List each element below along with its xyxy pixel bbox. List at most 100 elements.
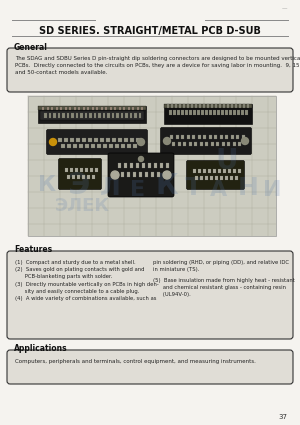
FancyBboxPatch shape [58,159,101,190]
Bar [210,176,212,179]
Bar [191,104,193,108]
Circle shape [137,139,145,145]
Bar [181,110,184,115]
Bar [128,107,130,110]
Bar [232,142,236,146]
Bar [185,110,188,115]
Bar [69,107,71,110]
Bar [242,135,244,139]
Bar [70,138,74,142]
Bar [198,169,200,173]
Bar [85,168,88,172]
Bar [136,138,140,142]
Bar [183,142,186,146]
Text: ЭЛЕК: ЭЛЕК [55,197,110,215]
Bar [118,107,121,110]
Bar [208,135,211,139]
Bar [209,110,212,115]
Bar [121,113,123,118]
Circle shape [164,138,170,145]
Bar [73,144,76,148]
Bar [205,110,208,115]
Circle shape [163,171,171,179]
Bar [200,142,202,146]
Bar [67,144,70,148]
Bar [82,175,85,178]
Bar [236,135,239,139]
Bar [199,104,201,108]
Bar [134,113,136,118]
Bar [53,113,56,118]
Bar [28,96,276,236]
Bar [82,138,85,142]
Bar [80,113,83,118]
Bar [71,113,74,118]
Bar [61,144,64,148]
Bar [179,104,181,108]
Text: Features: Features [14,245,52,254]
Text: Applications: Applications [14,344,68,353]
Text: Н: Н [238,176,259,200]
Bar [133,172,136,177]
Text: Т: Т [185,176,202,200]
Text: —: — [281,6,287,11]
Bar [197,110,200,115]
Bar [46,107,49,110]
Bar [133,144,136,148]
Bar [95,168,98,172]
Bar [223,104,225,108]
Bar [200,176,203,179]
Bar [89,113,92,118]
Bar [77,175,80,178]
Bar [78,107,80,110]
Bar [203,135,206,139]
Bar [110,107,112,110]
Bar [121,172,124,177]
Bar [123,107,125,110]
Bar [230,135,233,139]
Text: Е: Е [130,180,145,200]
Bar [42,107,44,110]
Bar [79,144,83,148]
Bar [170,135,173,139]
Bar [178,142,181,146]
Bar [205,176,208,179]
Bar [233,110,236,115]
Bar [225,176,227,179]
Bar [130,113,132,118]
Bar [237,110,239,115]
Bar [213,169,215,173]
Bar [215,176,218,179]
Bar [139,113,141,118]
Bar [197,135,200,139]
Bar [228,169,230,173]
Text: Computers, peripherals and terminals, control equipment, and measuring instrumen: Computers, peripherals and terminals, co… [15,359,256,364]
Bar [203,169,206,173]
Bar [127,172,130,177]
Bar [238,142,241,146]
Bar [218,169,220,173]
Bar [243,104,245,108]
Bar [96,107,98,110]
Bar [64,107,67,110]
Bar [221,142,224,146]
Text: (1)  Compact and sturdy due to a metal shell.
(2)  Saves gold on plating contact: (1) Compact and sturdy due to a metal sh… [15,260,159,301]
Bar [193,169,196,173]
Text: pin soldering (RHD, or piping (DD), and relative IDC
in miniature (TS).: pin soldering (RHD, or piping (DD), and … [153,260,289,272]
Bar [141,107,143,110]
Bar [114,107,116,110]
FancyBboxPatch shape [7,350,293,384]
Bar [215,104,217,108]
Bar [220,176,223,179]
Bar [38,106,146,110]
Bar [223,169,226,173]
Bar [211,104,213,108]
Bar [169,110,172,115]
Bar [112,113,114,118]
Bar [157,172,160,177]
Bar [145,172,148,177]
Bar [208,169,211,173]
Bar [164,104,252,108]
FancyBboxPatch shape [7,48,293,92]
Bar [183,104,185,108]
